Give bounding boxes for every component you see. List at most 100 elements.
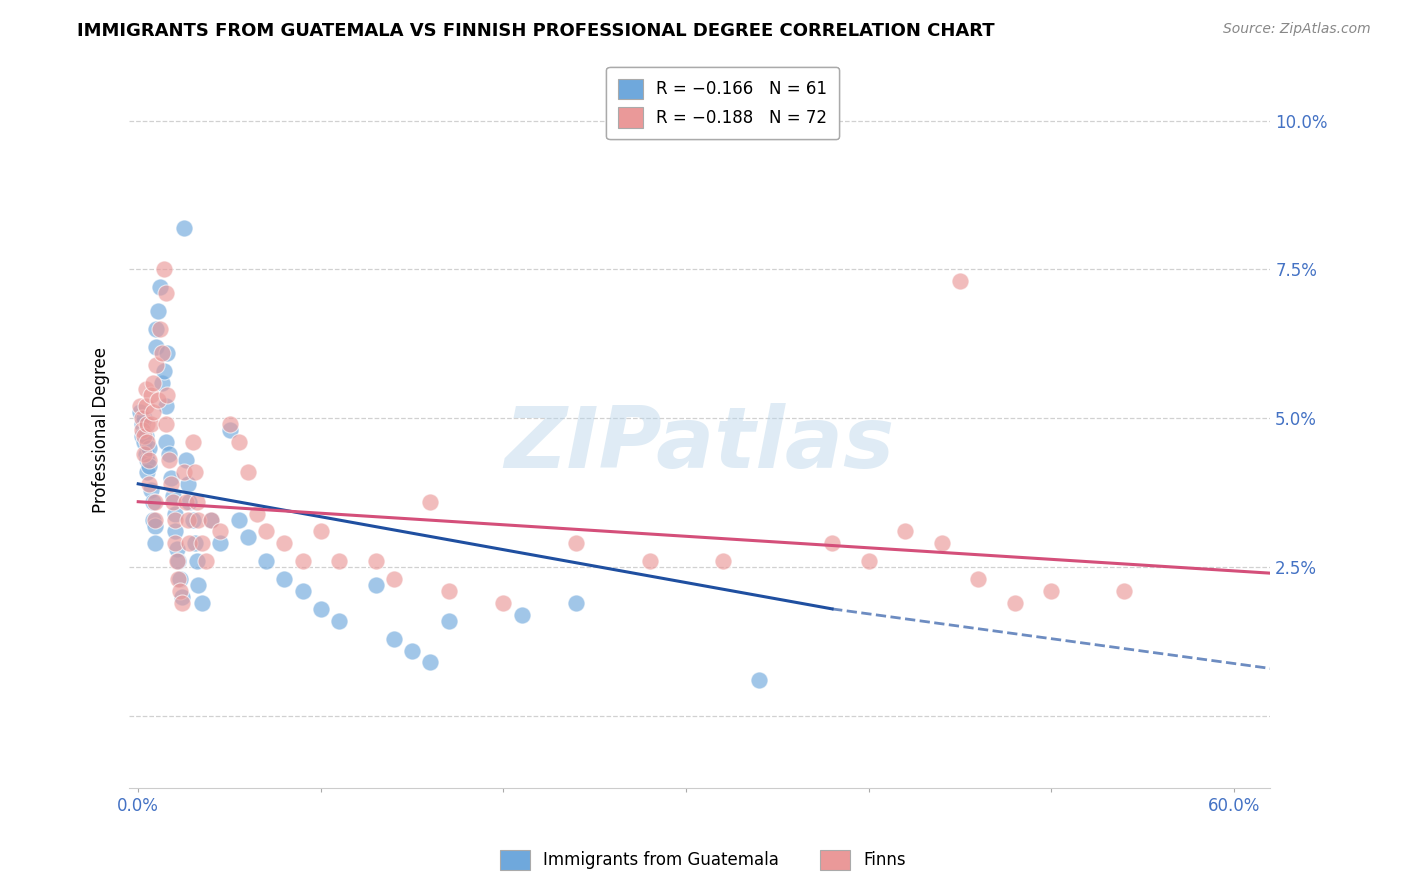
Point	[160, 471, 183, 485]
Point	[228, 435, 250, 450]
Point	[162, 494, 184, 508]
Point	[155, 400, 177, 414]
Point	[273, 536, 295, 550]
Y-axis label: Professional Degree: Professional Degree	[93, 347, 110, 513]
Point	[228, 512, 250, 526]
Point	[148, 304, 170, 318]
Point	[1114, 584, 1136, 599]
Point	[821, 536, 844, 550]
Legend: Immigrants from Guatemala, Finns: Immigrants from Guatemala, Finns	[494, 843, 912, 877]
Point	[163, 536, 186, 550]
Point	[156, 346, 179, 360]
Point	[155, 417, 177, 432]
Point	[931, 536, 953, 550]
Point	[138, 441, 160, 455]
Point	[134, 400, 156, 414]
Point	[170, 590, 193, 604]
Point	[181, 435, 204, 450]
Point	[364, 578, 387, 592]
Point	[142, 494, 165, 508]
Point	[894, 524, 917, 539]
Point	[1004, 596, 1026, 610]
Point	[136, 453, 159, 467]
Point	[186, 554, 208, 568]
Point	[173, 465, 195, 479]
Point	[174, 453, 197, 467]
Point	[132, 429, 155, 443]
Point	[152, 262, 174, 277]
Point	[129, 405, 152, 419]
Point	[143, 512, 166, 526]
Point	[711, 554, 734, 568]
Point	[419, 494, 441, 508]
Point	[187, 512, 209, 526]
Point	[191, 596, 214, 610]
Point	[149, 322, 172, 336]
Point	[145, 340, 167, 354]
Point	[437, 614, 460, 628]
Point	[291, 554, 314, 568]
Point	[131, 429, 153, 443]
Point	[155, 286, 177, 301]
Point	[236, 465, 259, 479]
Point	[129, 400, 152, 414]
Point	[166, 542, 188, 557]
Point	[184, 536, 207, 550]
Point	[179, 536, 201, 550]
Point	[209, 536, 232, 550]
Point	[328, 554, 350, 568]
Point	[170, 596, 193, 610]
Point	[132, 435, 155, 450]
Point	[565, 536, 588, 550]
Point	[134, 447, 156, 461]
Point	[136, 417, 159, 432]
Point	[157, 453, 180, 467]
Point	[150, 346, 173, 360]
Point	[160, 476, 183, 491]
Point	[143, 518, 166, 533]
Point	[142, 405, 165, 419]
Point	[169, 584, 191, 599]
Point	[176, 512, 198, 526]
Point	[131, 411, 153, 425]
Point	[858, 554, 880, 568]
Point	[173, 220, 195, 235]
Point	[179, 494, 201, 508]
Point	[139, 483, 162, 497]
Point	[132, 447, 155, 461]
Point	[364, 554, 387, 568]
Point	[143, 536, 166, 550]
Point	[167, 572, 190, 586]
Point	[157, 447, 180, 461]
Point	[565, 596, 588, 610]
Point	[967, 572, 990, 586]
Point	[156, 387, 179, 401]
Text: Source: ZipAtlas.com: Source: ZipAtlas.com	[1223, 22, 1371, 37]
Point	[143, 494, 166, 508]
Point	[131, 423, 153, 437]
Point	[191, 536, 214, 550]
Point	[142, 376, 165, 390]
Point	[246, 507, 269, 521]
Point	[139, 387, 162, 401]
Point	[949, 274, 972, 288]
Point	[194, 554, 217, 568]
Point	[218, 423, 240, 437]
Point	[162, 489, 184, 503]
Point	[163, 507, 186, 521]
Point	[167, 554, 190, 568]
Legend: R = −0.166   N = 61, R = −0.188   N = 72: R = −0.166 N = 61, R = −0.188 N = 72	[606, 67, 839, 139]
Point	[176, 476, 198, 491]
Point	[291, 584, 314, 599]
Point	[254, 554, 277, 568]
Point	[328, 614, 350, 628]
Point	[309, 602, 332, 616]
Point	[169, 572, 191, 586]
Point	[1040, 584, 1063, 599]
Point	[181, 512, 204, 526]
Point	[138, 453, 160, 467]
Point	[134, 429, 156, 443]
Point	[149, 280, 172, 294]
Point	[163, 524, 186, 539]
Point	[150, 376, 173, 390]
